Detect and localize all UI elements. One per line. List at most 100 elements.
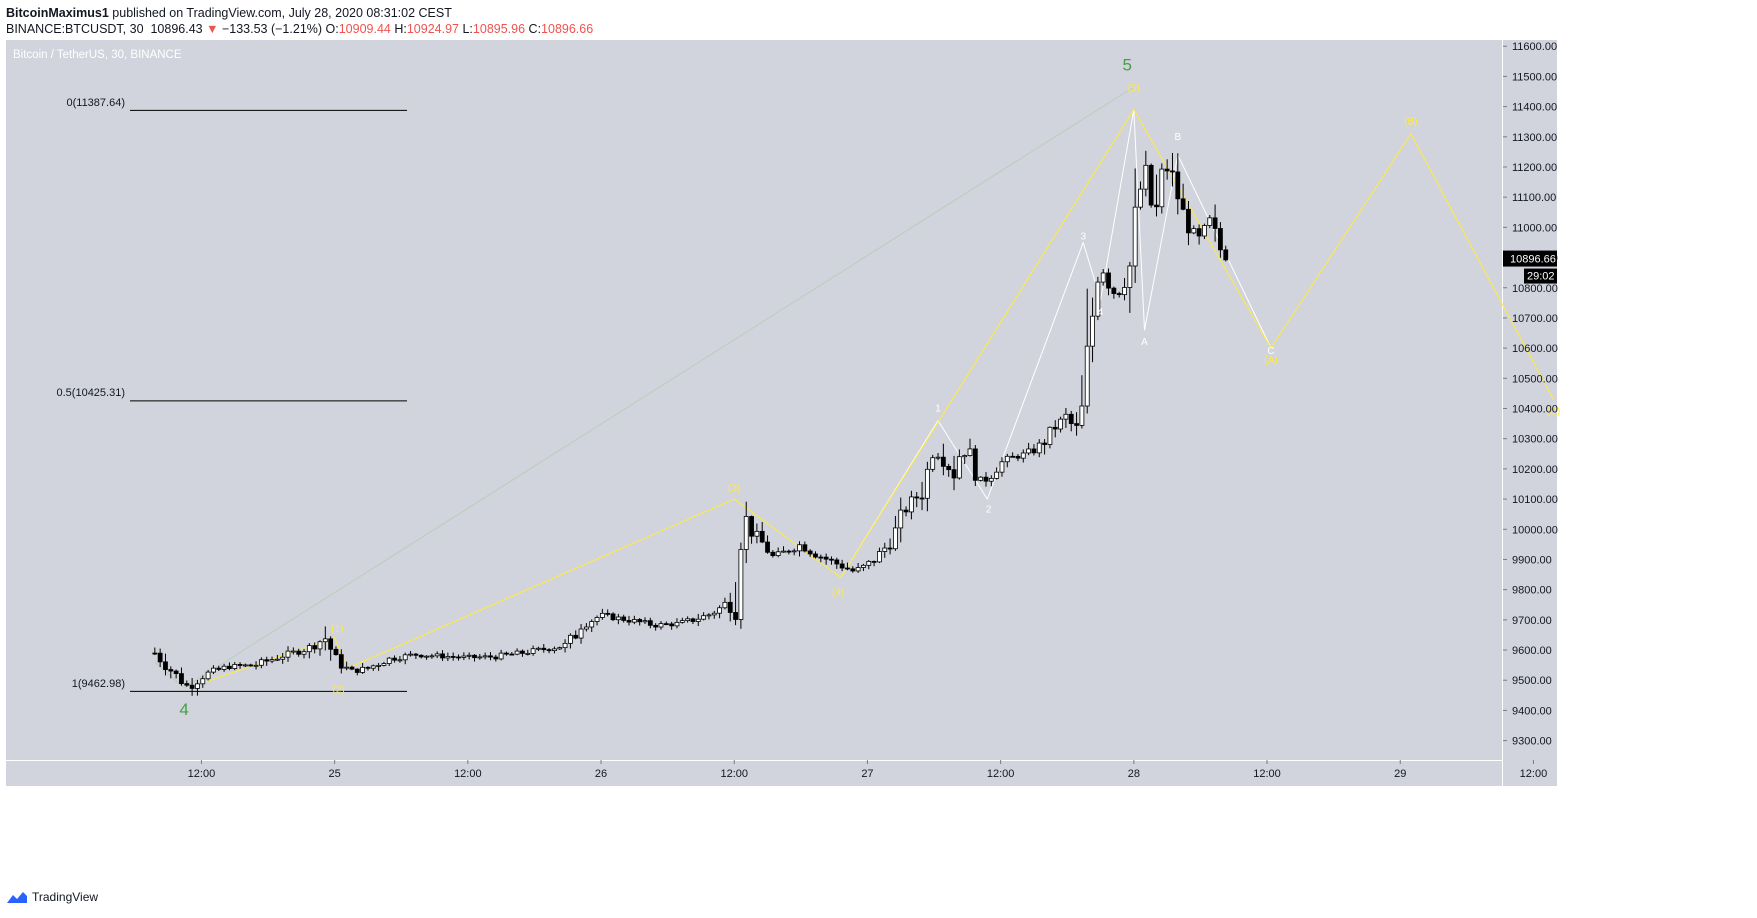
last-price-badge: 10896.66 (1510, 254, 1556, 266)
candle-body (514, 650, 520, 655)
candle-body (354, 668, 360, 673)
candle-body (248, 664, 254, 667)
candle-body (1042, 442, 1047, 445)
candle-body (466, 654, 472, 657)
candle-body (397, 659, 403, 662)
time-axis-labels: 12:00 25 12:00 26 12:00 27 12:00 28 12:00 29 12:00 (188, 760, 1547, 780)
price-tick-label: 10500.00 (1512, 373, 1558, 385)
candle-body (615, 616, 621, 621)
published-text: published on TradingView.com, July 28, 2… (112, 6, 452, 20)
candle-body (211, 667, 216, 673)
plot-area[interactable] (6, 40, 1502, 760)
tradingview-footer[interactable]: TradingView (6, 890, 98, 904)
candle-body (1116, 293, 1122, 296)
candle-body (376, 665, 381, 667)
candle-body (386, 657, 392, 664)
candle-body (1004, 455, 1010, 463)
candle-body (274, 658, 280, 661)
high-value: 10924.97 (406, 22, 459, 36)
tradingview-brand: TradingView (32, 890, 99, 904)
candle-body (546, 649, 552, 652)
candle-body (738, 549, 744, 620)
candle-body (520, 650, 525, 654)
candle-body (594, 617, 600, 622)
time-tick-label: 28 (1128, 768, 1140, 780)
candle-body (781, 550, 786, 553)
candle-body (807, 550, 813, 555)
candle-body (552, 648, 557, 652)
time-tick-label: 12:00 (987, 768, 1015, 780)
candle-body (733, 612, 738, 620)
candle-body (818, 556, 824, 559)
candle-body (658, 623, 664, 628)
price-tick-label: 9900.00 (1512, 554, 1552, 566)
candle-body (749, 516, 754, 537)
candle-body (525, 653, 531, 655)
price-tick-label: 11100.00 (1512, 192, 1556, 204)
candle-body (290, 650, 296, 653)
candle-body (626, 620, 632, 623)
candle-body (488, 655, 493, 658)
time-tick-label: 12:00 (1253, 768, 1281, 780)
candle-body (1036, 442, 1042, 454)
candle-body (221, 665, 227, 670)
time-axis[interactable] (6, 760, 1502, 786)
candle-body (440, 653, 445, 659)
last-price: 10896.43 (150, 22, 203, 36)
candle-body (956, 456, 962, 479)
candle-body (242, 664, 248, 667)
price-tick-label: 11000.00 (1512, 222, 1557, 234)
candle-body (424, 655, 429, 658)
candle-body (887, 547, 893, 550)
candle-body (1154, 204, 1159, 208)
fib-level-label: 0.5(10425.31) (57, 387, 126, 399)
candle-body (280, 656, 286, 660)
price-tick-label: 11400.00 (1512, 102, 1557, 114)
candle-body (829, 558, 834, 561)
candle-body (610, 613, 616, 621)
price-tick-label: 10400.00 (1512, 404, 1558, 416)
candle-body (498, 652, 504, 660)
candle-body (706, 614, 712, 617)
candle-body (877, 551, 882, 563)
fib-retracement[interactable]: 0(11387.64) 0.5(10425.31) 1(9462.98) (57, 97, 408, 692)
candle-body (930, 457, 936, 470)
price-axis[interactable] (1503, 40, 1557, 786)
candle-body (168, 669, 174, 672)
candle-body (951, 469, 957, 479)
price-tick-label: 10700.00 (1512, 313, 1558, 325)
candle-body (1218, 228, 1223, 251)
candle-body (1058, 418, 1063, 430)
candle-body (1079, 405, 1085, 426)
candle-body (413, 653, 419, 656)
candle-body (663, 623, 669, 626)
candle-body (1148, 164, 1154, 206)
price-tick-label: 10200.00 (1512, 464, 1558, 476)
candle-body (1170, 170, 1175, 173)
candle-body (461, 655, 467, 658)
candle-body (882, 547, 888, 552)
candle-body (1212, 217, 1218, 229)
candle-body (195, 683, 200, 689)
price-change: −133.53 (−1.21%) (221, 22, 323, 36)
candle-body (365, 666, 371, 669)
candle-body (1063, 413, 1069, 420)
open-label: O: (325, 22, 339, 36)
candle-body (813, 553, 818, 558)
time-tick-label: 12:00 (188, 768, 216, 780)
candle-body (1180, 198, 1186, 210)
candle-body (434, 653, 440, 657)
candle-body (573, 634, 579, 639)
green-trend-line (183, 86, 1135, 689)
candle-body (418, 654, 424, 658)
candle-body (988, 477, 994, 482)
tradingview-logo-icon (7, 892, 27, 903)
candle-body (1068, 413, 1074, 424)
author-name[interactable]: BitcoinMaximus1 (6, 6, 109, 20)
candle-body (200, 678, 206, 685)
price-tick-label: 11600.00 (1512, 41, 1557, 53)
wave-label: (4) (832, 588, 844, 599)
candle-body (509, 653, 515, 656)
candle-body (717, 607, 722, 614)
